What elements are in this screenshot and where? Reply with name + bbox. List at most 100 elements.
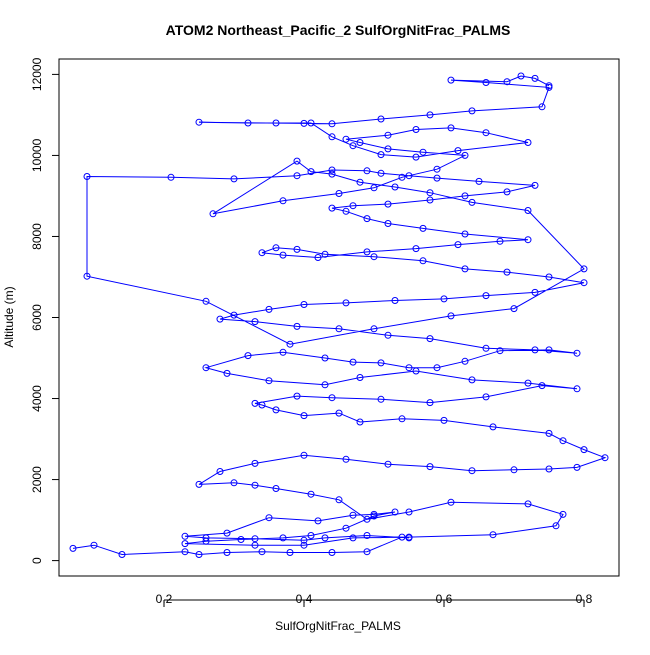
- y-tick-label: 0: [30, 557, 44, 564]
- data-point: [321, 354, 329, 362]
- data-point: [342, 207, 350, 215]
- data-point: [531, 74, 539, 82]
- data-point: [328, 166, 336, 174]
- data-point: [468, 376, 476, 384]
- y-tick-label: 10000: [30, 138, 44, 172]
- data-point: [531, 181, 539, 189]
- data-point: [545, 82, 553, 90]
- y-tick-label: 4000: [30, 385, 44, 412]
- data-point: [328, 394, 336, 402]
- data-point: [391, 508, 399, 516]
- data-point: [426, 335, 434, 343]
- data-point: [195, 480, 203, 488]
- data-point: [349, 142, 357, 150]
- data-point: [545, 273, 553, 281]
- y-tick-label: 12000: [30, 57, 44, 91]
- data-point: [489, 423, 497, 431]
- data-point: [363, 548, 371, 556]
- data-point: [503, 78, 511, 86]
- data-point: [279, 534, 287, 542]
- data-point: [580, 265, 588, 273]
- data-point: [363, 248, 371, 256]
- data-point: [251, 459, 259, 467]
- y-tick-label: 8000: [30, 223, 44, 250]
- data-point: [265, 514, 273, 522]
- data-point: [83, 173, 91, 180]
- data-point: [258, 401, 266, 409]
- data-point: [384, 145, 392, 153]
- data-point: [349, 534, 357, 542]
- data-point: [601, 454, 609, 462]
- data-point: [447, 312, 455, 320]
- data-point: [538, 382, 546, 390]
- x-axis-label: SulfOrgNitFrac_PALMS: [275, 619, 401, 633]
- data-point: [244, 352, 252, 360]
- data-point: [580, 446, 588, 454]
- data-point: [503, 188, 511, 196]
- data-point: [370, 253, 378, 261]
- data-point: [328, 204, 336, 212]
- data-point: [412, 245, 420, 253]
- data-point: [419, 224, 427, 232]
- data-point: [363, 167, 371, 175]
- data-point: [83, 272, 91, 280]
- data-point: [356, 178, 364, 186]
- data-point: [307, 490, 315, 498]
- data-point: [412, 153, 420, 161]
- data-point: [300, 536, 308, 544]
- data-point: [293, 172, 301, 180]
- y-axis: 0 2000 4000 6000 8000 10000 12000: [30, 57, 60, 564]
- data-point: [314, 254, 322, 261]
- data-point: [398, 173, 406, 181]
- data-point: [426, 399, 434, 407]
- data-point: [181, 548, 189, 556]
- data-point: [293, 245, 301, 253]
- data-point: [272, 244, 280, 252]
- data-point: [307, 532, 315, 539]
- data-point: [216, 315, 224, 323]
- chart-title: ATOM2 Northeast_Pacific_2 SulfOrgNitFrac…: [166, 22, 511, 38]
- data-point: [468, 198, 476, 206]
- data-point: [377, 151, 385, 159]
- data-point: [342, 524, 350, 532]
- data-point: [461, 357, 469, 365]
- data-point: [370, 325, 378, 333]
- data-point: [391, 183, 399, 191]
- data-point: [370, 184, 378, 192]
- data-point: [286, 340, 294, 348]
- data-point: [433, 174, 441, 182]
- data-point: [293, 392, 301, 400]
- data-point: [447, 76, 455, 84]
- data-point: [328, 170, 336, 178]
- data-point: [195, 118, 203, 126]
- series-line: [72, 75, 607, 556]
- y-tick-label: 2000: [30, 466, 44, 493]
- data-point: [342, 299, 350, 307]
- data-point: [524, 139, 532, 146]
- data-point: [258, 548, 266, 556]
- data-point: [237, 536, 245, 543]
- data-point: [300, 412, 308, 420]
- data-point: [202, 297, 210, 305]
- data-point: [216, 468, 224, 475]
- data-point: [307, 168, 315, 176]
- data-point: [335, 325, 343, 333]
- data-point: [384, 460, 392, 468]
- x-tick-label: 0.2: [156, 592, 173, 606]
- data-point: [440, 295, 448, 303]
- data-point: [181, 540, 189, 548]
- data-point: [468, 467, 476, 475]
- data-point: [167, 173, 175, 181]
- data-point: [496, 237, 504, 245]
- data-point: [426, 189, 434, 197]
- data-point: [251, 399, 259, 407]
- data-point: [356, 374, 364, 381]
- data-point: [377, 395, 385, 403]
- data-point: [489, 531, 497, 539]
- x-axis: 0.2 0.4 0.6 0.8: [156, 592, 593, 607]
- data-point: [419, 148, 427, 156]
- data-point: [314, 517, 322, 525]
- data-point: [363, 515, 371, 523]
- data-point: [223, 529, 231, 537]
